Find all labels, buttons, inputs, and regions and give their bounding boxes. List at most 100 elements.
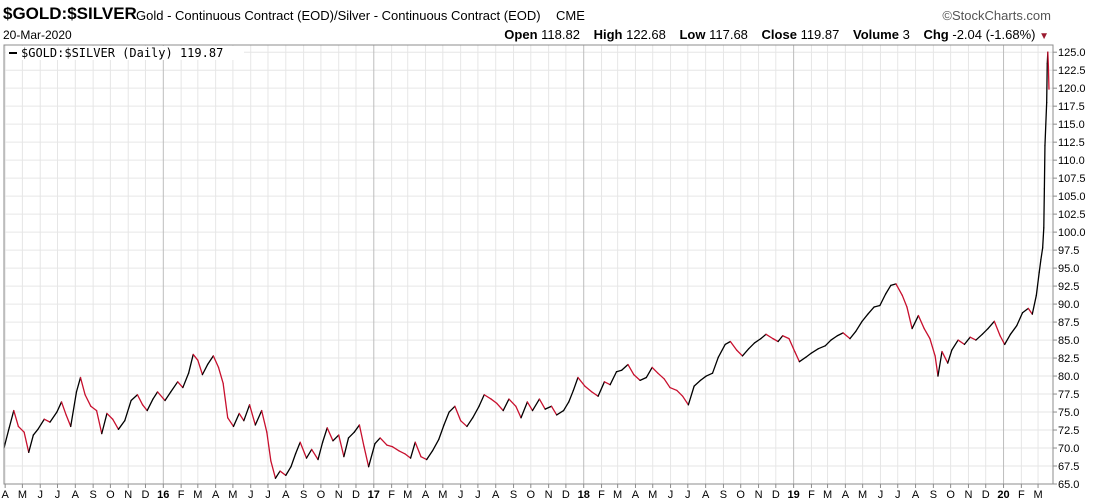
series-segment <box>404 453 412 459</box>
x-tick-label: A <box>632 489 640 501</box>
series-segment <box>584 385 593 393</box>
x-tick-label: J <box>55 489 61 501</box>
x-tick-label: A <box>72 489 80 501</box>
y-tick-label: 85.0 <box>1058 335 1079 347</box>
y-tick-label: 125.0 <box>1058 47 1086 59</box>
series-segment <box>993 320 1001 337</box>
x-tick-label: 19 <box>788 489 800 501</box>
series-segment <box>117 420 126 430</box>
series-segment <box>164 391 172 402</box>
high-label: High <box>593 27 623 42</box>
series-segment <box>305 448 313 459</box>
x-tick-label: S <box>89 489 96 501</box>
series-segment <box>170 381 179 393</box>
series-segment <box>386 444 393 448</box>
series-segment <box>152 391 159 400</box>
series-segment <box>855 320 863 333</box>
x-tick-label: J <box>685 489 691 501</box>
series-segment <box>923 327 931 340</box>
y-tick-label: 72.5 <box>1058 425 1079 437</box>
y-tick-label: 87.5 <box>1058 317 1079 329</box>
series-segment <box>1038 258 1042 274</box>
x-tick-label: D <box>982 489 990 501</box>
x-tick-label: A <box>1 489 9 501</box>
x-tick-label: J <box>668 489 674 501</box>
y-tick-label: 80.0 <box>1058 371 1079 383</box>
y-tick-label: 120.0 <box>1058 83 1086 95</box>
y-tick-label: 90.0 <box>1058 299 1079 311</box>
x-tick-label: M <box>823 489 832 501</box>
series-segment <box>294 441 301 455</box>
series-segment <box>849 330 857 340</box>
x-tick-label: F <box>178 489 185 501</box>
series-segment <box>526 401 534 412</box>
series-segment <box>1035 271 1040 297</box>
chart-header: $GOLD:$SILVER Gold - Continuous Contract… <box>0 0 1101 48</box>
series-segment <box>17 425 25 433</box>
x-tick-label: M <box>858 489 867 501</box>
x-tick-label: 18 <box>578 489 590 501</box>
series-segment <box>669 386 678 392</box>
y-tick-label: 122.5 <box>1058 65 1086 77</box>
x-tick-label: O <box>527 489 536 501</box>
series-segment <box>182 372 190 389</box>
series-segment <box>409 441 416 459</box>
series-segment <box>227 417 235 428</box>
y-tick-label: 117.5 <box>1058 101 1085 113</box>
series-segment <box>483 394 492 400</box>
series-segment <box>75 376 82 393</box>
series-segment <box>830 335 838 341</box>
series-segment <box>248 404 256 426</box>
series-segment <box>562 401 570 412</box>
series-segment <box>1027 307 1033 315</box>
legend-background <box>6 46 244 60</box>
y-tick-label: 82.5 <box>1058 353 1079 365</box>
series-segment <box>508 398 517 407</box>
open-value: 118.82 <box>541 27 580 42</box>
series-segment <box>681 395 690 406</box>
series-segment <box>1021 307 1029 314</box>
series-segment <box>951 339 959 351</box>
series-segment <box>711 356 719 374</box>
series-segment <box>1041 227 1045 249</box>
x-tick-label: 20 <box>997 489 1009 501</box>
x-tick-label: M <box>438 489 447 501</box>
x-tick-label: S <box>300 489 307 501</box>
x-tick-label: 16 <box>157 489 169 501</box>
series-segment <box>266 431 272 462</box>
series-segment <box>37 418 45 430</box>
series-segment <box>426 450 434 461</box>
series-segment <box>753 337 762 344</box>
series-segment <box>934 355 939 377</box>
series-segment <box>338 434 345 458</box>
series-segment <box>197 359 204 376</box>
series-segment <box>379 437 388 446</box>
series-segment <box>260 409 268 433</box>
y-tick-label: 110.0 <box>1058 155 1085 167</box>
series-segment <box>772 337 779 343</box>
series-segment <box>639 376 648 382</box>
x-tick-label: J <box>895 489 901 501</box>
series-segment <box>187 353 194 374</box>
y-tick-label: 75.0 <box>1058 407 1079 419</box>
x-tick-label: D <box>772 489 780 501</box>
x-tick-label: M <box>18 489 27 501</box>
series-segment <box>238 412 245 422</box>
x-tick-label: F <box>388 489 395 501</box>
y-tick-label: 70.0 <box>1058 443 1079 455</box>
grid-layer <box>4 45 1053 485</box>
series-segment <box>1009 325 1018 335</box>
series-segment <box>317 441 324 461</box>
series-segment <box>347 431 355 439</box>
series-segment <box>1047 51 1050 68</box>
series-segment <box>657 372 665 380</box>
series-segment <box>206 355 214 366</box>
y-tick-label: 95.0 <box>1058 263 1079 275</box>
series-segment <box>367 443 376 468</box>
series-segment <box>101 412 108 435</box>
series-segment <box>472 405 480 419</box>
y-tick-label: 107.5 <box>1058 173 1086 185</box>
series-segment <box>43 418 51 423</box>
series-segment <box>817 345 826 350</box>
x-tick-label: D <box>562 489 570 501</box>
